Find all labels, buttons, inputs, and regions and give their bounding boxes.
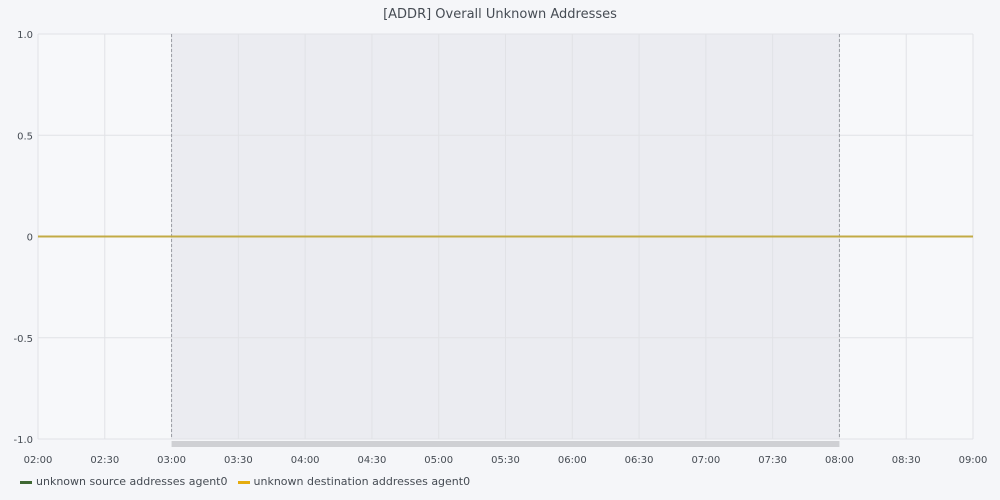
legend-label-source: unknown source addresses agent0: [36, 475, 228, 488]
x-tick-label: 03:00: [157, 455, 186, 466]
legend-item-source[interactable]: unknown source addresses agent0: [20, 475, 228, 488]
y-axis-labels: 1.0 0.5 0 -0.5 -1.0: [13, 30, 33, 446]
x-tick-label: 07:00: [691, 455, 720, 466]
x-tick-label: 07:30: [758, 455, 787, 466]
range-bar[interactable]: [171, 441, 840, 447]
legend-swatch-source: [20, 481, 32, 484]
legend-item-destination[interactable]: unknown destination addresses agent0: [237, 475, 471, 488]
x-tick-label: 04:00: [291, 455, 320, 466]
x-tick-label: 08:30: [892, 455, 921, 466]
y-tick-label: 1.0: [17, 30, 33, 41]
x-tick-label: 09:00: [959, 455, 988, 466]
y-tick-label: 0: [27, 233, 33, 244]
y-tick-label: -0.5: [13, 334, 33, 345]
x-tick-label: 05:00: [424, 455, 453, 466]
chart-plot[interactable]: 1.0 0.5 0 -0.5 -1.0 02:00 02:30 03:00 03:30 04:0…: [0, 0, 1000, 470]
legend: unknown source addresses agent0 unknown …: [20, 475, 480, 488]
x-tick-label: 06:00: [558, 455, 587, 466]
y-tick-label: 0.5: [17, 131, 33, 142]
y-tick-label: -1.0: [13, 435, 33, 446]
x-tick-label: 02:30: [90, 455, 119, 466]
x-tick-label: 08:00: [825, 455, 854, 466]
x-tick-label: 02:00: [24, 455, 53, 466]
x-tick-label: 05:30: [491, 455, 520, 466]
x-tick-label: 04:30: [358, 455, 387, 466]
chart-title: [ADDR] Overall Unknown Addresses: [383, 7, 617, 22]
x-tick-label: 06:30: [625, 455, 654, 466]
x-tick-label: 03:30: [224, 455, 253, 466]
legend-swatch-destination: [237, 481, 250, 484]
x-axis-labels: 02:00 02:30 03:00 03:30 04:00 04:30 05:00 05:30…: [24, 455, 988, 466]
legend-label-destination: unknown destination addresses agent0: [253, 475, 471, 488]
